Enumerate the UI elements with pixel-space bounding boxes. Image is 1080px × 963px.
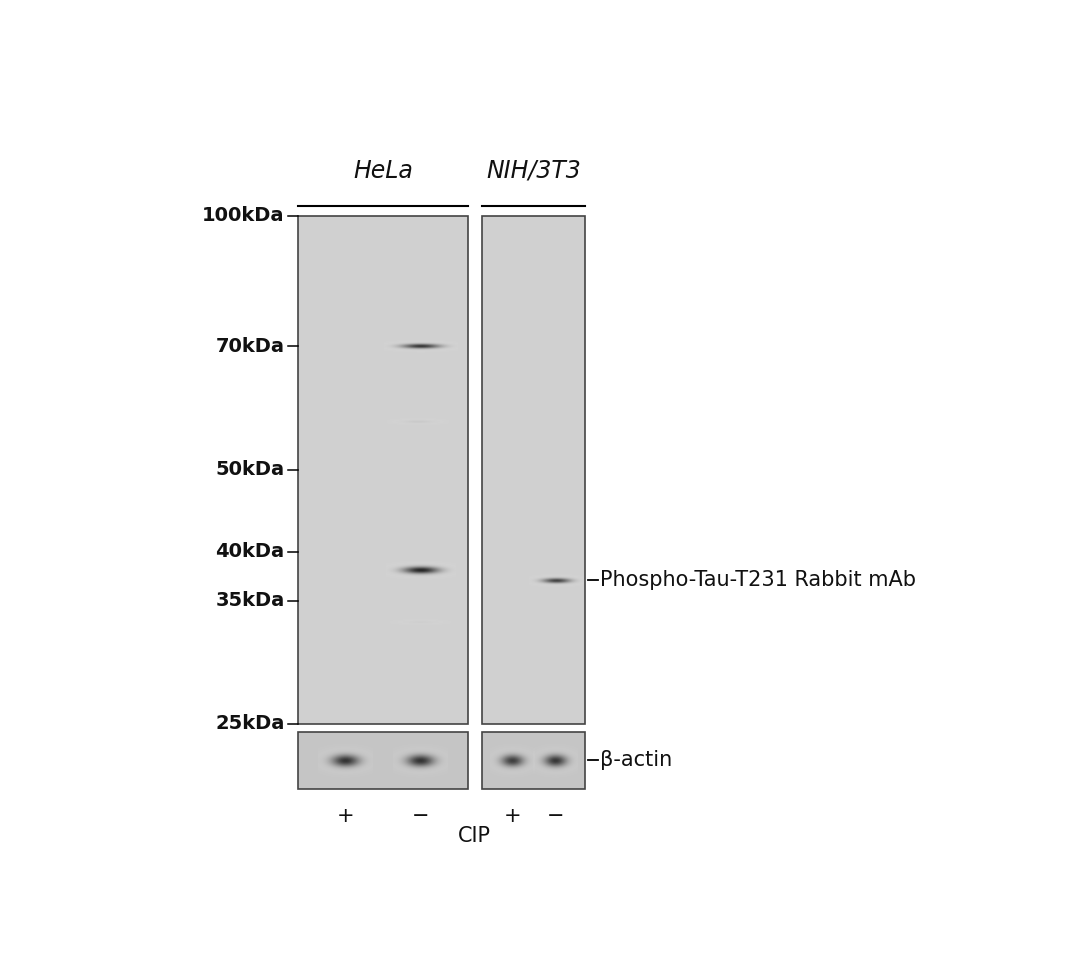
- Bar: [482, 216, 584, 724]
- Text: 25kDa: 25kDa: [215, 715, 284, 734]
- Bar: [298, 732, 469, 790]
- Text: +: +: [337, 806, 354, 826]
- Text: 70kDa: 70kDa: [216, 337, 284, 356]
- Text: −: −: [411, 806, 429, 826]
- Text: 40kDa: 40kDa: [215, 542, 284, 561]
- Text: NIH/3T3: NIH/3T3: [486, 159, 581, 183]
- Text: 50kDa: 50kDa: [215, 460, 284, 480]
- Text: β-actin: β-actin: [600, 750, 672, 770]
- Text: HeLa: HeLa: [353, 159, 413, 183]
- Text: −: −: [548, 806, 565, 826]
- Text: +: +: [504, 806, 522, 826]
- Bar: [298, 216, 469, 724]
- Bar: [482, 732, 584, 790]
- Text: Phospho-Tau-T231 Rabbit mAb: Phospho-Tau-T231 Rabbit mAb: [600, 570, 916, 590]
- Text: CIP: CIP: [458, 825, 490, 846]
- Text: 100kDa: 100kDa: [202, 206, 284, 225]
- Text: 35kDa: 35kDa: [215, 591, 284, 610]
